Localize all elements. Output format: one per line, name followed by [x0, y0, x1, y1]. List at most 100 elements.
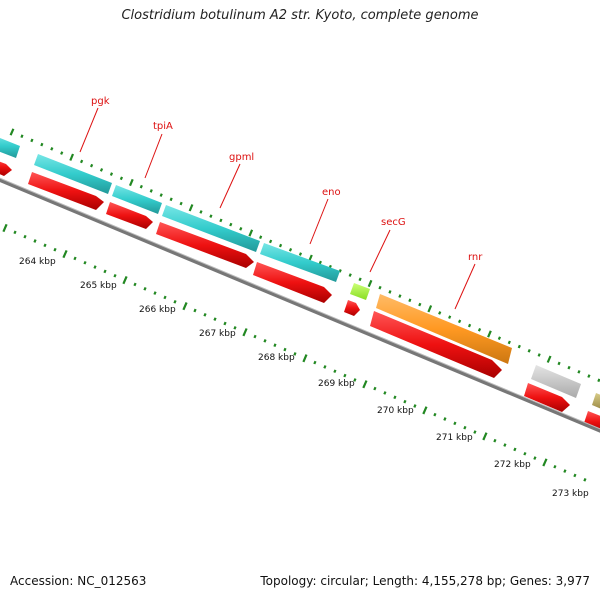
gene-feature-secg[interactable]: [350, 283, 370, 300]
tick-mark: [427, 305, 433, 313]
scale-label: 267 kbp: [199, 329, 236, 339]
leader-line-secg: [369, 229, 391, 273]
leader-line-rnr: [454, 263, 476, 310]
genome-summary-text: Topology: circular; Length: 4,155,278 bp…: [260, 574, 590, 588]
tick-mark: [577, 370, 581, 374]
tick-mark: [50, 147, 54, 151]
tick-mark: [583, 477, 587, 482]
scale-label: 272 kbp: [494, 460, 531, 470]
tick-mark: [278, 243, 283, 248]
tick-mark: [23, 234, 27, 239]
gene-arrow-red[interactable]: [0, 158, 12, 176]
tick-mark: [69, 153, 75, 161]
tick-mark: [288, 247, 293, 252]
gene-feature-olive[interactable]: [592, 393, 600, 410]
inner-tick-track: [2, 223, 587, 482]
gene-feature-cyan[interactable]: [0, 134, 20, 158]
tick-mark: [259, 235, 263, 240]
tick-mark: [557, 361, 561, 366]
tick-mark: [523, 451, 527, 456]
tick-mark: [143, 286, 147, 291]
tick-mark: [122, 275, 128, 285]
tick-mark: [517, 344, 521, 349]
tick-mark: [283, 347, 287, 352]
tick-mark: [199, 210, 203, 214]
gene-feature-tpia[interactable]: [112, 185, 162, 214]
gene-label-secg: secG: [381, 217, 406, 228]
tick-mark: [203, 312, 207, 317]
tick-mark: [418, 302, 422, 307]
tick-mark: [453, 421, 457, 426]
tick-mark: [403, 399, 407, 404]
tick-mark: [383, 391, 387, 395]
tick-mark: [358, 277, 362, 282]
genome-backbone-highlight: [0, 177, 600, 430]
gene-arrow-red[interactable]: [106, 202, 153, 229]
tick-mark: [13, 230, 17, 235]
tick-mark: [83, 260, 87, 265]
tick-mark: [30, 138, 34, 143]
tick-mark: [113, 273, 117, 278]
tick-mark: [73, 256, 77, 261]
tick-mark: [239, 226, 243, 231]
tick-mark: [546, 355, 552, 363]
gene-arrow-red[interactable]: [28, 172, 104, 210]
tick-mark: [179, 201, 183, 206]
tick-mark: [353, 378, 357, 382]
tick-mark: [338, 269, 342, 273]
gene-labels: pgk tpiA gpml eno secG rnr: [91, 96, 483, 263]
tick-mark: [482, 432, 488, 441]
tick-mark: [79, 159, 84, 164]
tick-mark: [477, 327, 482, 332]
tick-mark: [53, 247, 57, 252]
tick-mark: [119, 176, 124, 181]
tick-mark: [233, 326, 237, 330]
tick-mark: [463, 425, 467, 430]
tick-mark: [248, 229, 254, 237]
gene-label-leaders: [79, 107, 476, 310]
tick-mark: [467, 323, 472, 328]
scale-label: 273 kbp: [552, 489, 589, 499]
tick-mark: [507, 340, 511, 345]
gene-feature-gpml[interactable]: [162, 205, 260, 252]
tick-mark: [413, 404, 417, 408]
tick-mark: [563, 469, 567, 473]
scale-label: 270 kbp: [377, 406, 414, 416]
tick-mark: [597, 378, 600, 383]
leader-line-pgk: [79, 107, 99, 153]
tick-mark: [99, 168, 104, 172]
gene-feature-gray[interactable]: [531, 365, 581, 398]
tick-mark: [433, 412, 437, 417]
map-title: Clostridium botulinum A2 str. Kyoto, com…: [121, 8, 479, 23]
gene-arrow-red[interactable]: [156, 222, 254, 268]
gene-feature-eno[interactable]: [260, 243, 340, 282]
tick-mark: [513, 447, 517, 452]
gene-arrow-red[interactable]: [370, 311, 502, 378]
gene-arrow-red[interactable]: [524, 383, 570, 412]
outer-tick-track: [9, 128, 600, 383]
gene-feature-pgk[interactable]: [34, 154, 112, 194]
tick-mark: [343, 373, 347, 378]
tick-mark: [33, 239, 37, 243]
gene-arrow-red[interactable]: [344, 300, 360, 316]
gene-track[interactable]: [0, 134, 600, 432]
tick-mark: [542, 458, 548, 467]
scale-label: 271 kbp: [436, 433, 473, 443]
gene-label-rnr: rnr: [468, 252, 483, 263]
tick-mark: [263, 339, 267, 343]
tick-mark: [313, 360, 317, 365]
tick-mark: [20, 134, 24, 139]
accession-text: Accession: NC_012563: [10, 574, 147, 588]
leader-line-gpml: [219, 163, 241, 209]
gene-arrow-red[interactable]: [253, 262, 332, 303]
tick-mark: [443, 417, 447, 421]
tick-mark: [40, 142, 44, 147]
gene-feature-rnr[interactable]: [376, 294, 512, 364]
tick-mark: [457, 319, 462, 324]
tick-mark: [268, 239, 273, 244]
scale-label: 266 kbp: [139, 305, 176, 315]
scale-label: 268 kbp: [258, 353, 295, 363]
tick-mark: [323, 365, 327, 369]
tick-mark: [89, 163, 94, 168]
